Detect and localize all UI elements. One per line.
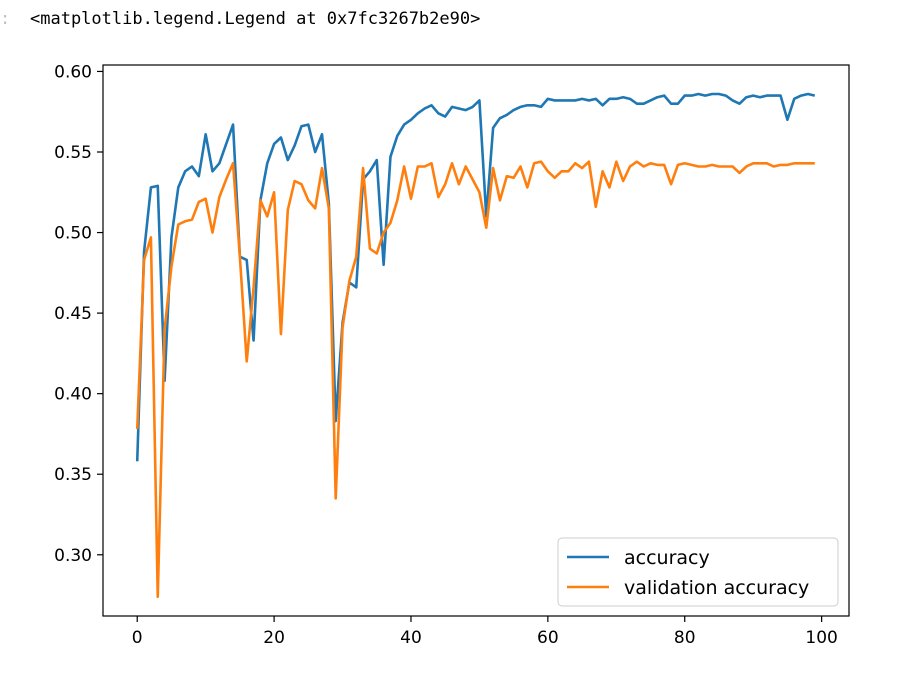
series-line-accuracy — [135, 92, 816, 462]
cell-output-text: <matplotlib.legend.Legend at 0x7fc3267b2… — [30, 9, 481, 29]
x-tick-label: 20 — [263, 628, 285, 648]
x-tick-label: 80 — [674, 628, 696, 648]
legend: accuracy validation accuracy — [557, 537, 839, 607]
y-axis: 0.30 0.35 0.40 0.45 0.50 0.55 0.60 — [54, 62, 103, 566]
legend-label: accuracy — [624, 547, 710, 569]
x-tick-label: 100 — [805, 628, 837, 648]
series-line-validation-accuracy — [135, 160, 815, 598]
y-tick-label: 0.55 — [54, 143, 92, 163]
plot-lines — [135, 92, 816, 598]
x-tick-label: 60 — [537, 628, 559, 648]
x-axis: 0 20 40 60 80 100 — [132, 616, 838, 648]
x-tick-label: 0 — [132, 628, 143, 648]
y-tick-label: 0.45 — [54, 304, 92, 324]
cell-prompt-marker: : — [0, 9, 11, 29]
y-tick-label: 0.50 — [54, 224, 92, 244]
y-tick-label: 0.30 — [54, 546, 92, 566]
legend-label: validation accuracy — [624, 577, 809, 599]
axes-frame — [102, 64, 850, 617]
y-tick-label: 0.40 — [54, 385, 92, 405]
y-tick-label: 0.35 — [54, 465, 92, 485]
y-tick-label: 0.60 — [54, 62, 92, 82]
legend-box — [557, 537, 839, 607]
x-tick-label: 40 — [400, 628, 422, 648]
